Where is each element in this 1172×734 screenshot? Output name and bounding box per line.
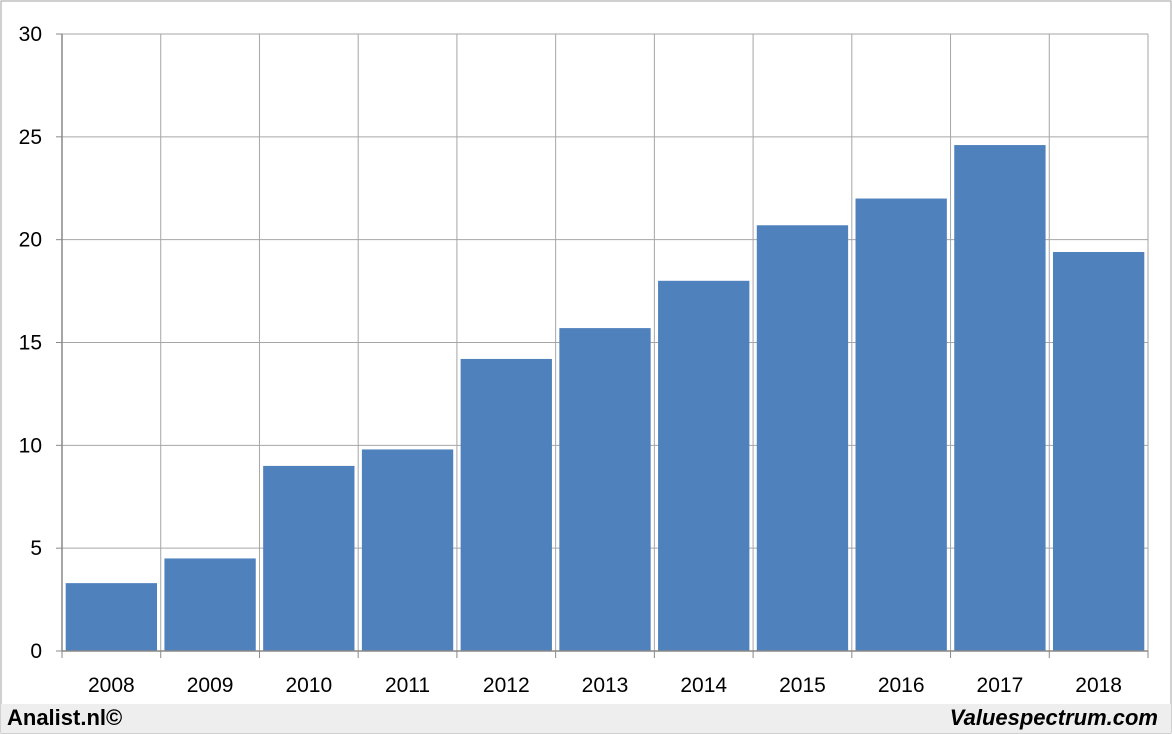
y-tick-label: 15: [19, 332, 42, 355]
axes: [56, 33, 1149, 658]
footer-right-text: Valuespectrum.com: [950, 705, 1158, 730]
y-tick-label: 30: [19, 23, 42, 46]
footer-left-text: Analist.nl©: [7, 705, 122, 730]
y-tick-label: 25: [19, 126, 42, 149]
bar-2009: [164, 558, 256, 651]
y-tick-label: 5: [30, 537, 42, 560]
x-tick-label: 2017: [977, 674, 1024, 697]
x-tick-label: 2009: [187, 674, 234, 697]
y-tick-label: 0: [30, 640, 42, 663]
tick-labels: 0 5 10 15 20 25 30 2008 2009 2010 2011 2012 2013 2014…: [19, 23, 1122, 697]
bars: [65, 145, 1145, 652]
x-tick-label: 2018: [1075, 674, 1122, 697]
x-tick-label: 2010: [285, 674, 332, 697]
bar-2012: [460, 358, 552, 651]
x-tick-label: 2016: [878, 674, 925, 697]
footer-band: [1, 704, 1171, 733]
bar-2014: [658, 280, 750, 651]
bar-2018: [1052, 252, 1145, 652]
bar-2010: [263, 465, 355, 651]
x-tick-label: 2011: [385, 674, 430, 697]
bar-2017: [954, 145, 1046, 651]
x-tick-label: 2014: [680, 674, 727, 697]
bar-2013: [559, 328, 651, 651]
x-tick-label: 2008: [88, 674, 135, 697]
x-tick-label: 2015: [779, 674, 826, 697]
bar-2016: [855, 198, 947, 652]
y-tick-label: 10: [19, 434, 42, 457]
bar-2015: [756, 225, 849, 651]
x-tick-label: 2013: [582, 674, 629, 697]
bar-2008: [65, 583, 158, 651]
bar-2011: [361, 449, 454, 651]
y-tick-label: 20: [19, 229, 42, 252]
x-tick-label: 2012: [483, 674, 530, 697]
